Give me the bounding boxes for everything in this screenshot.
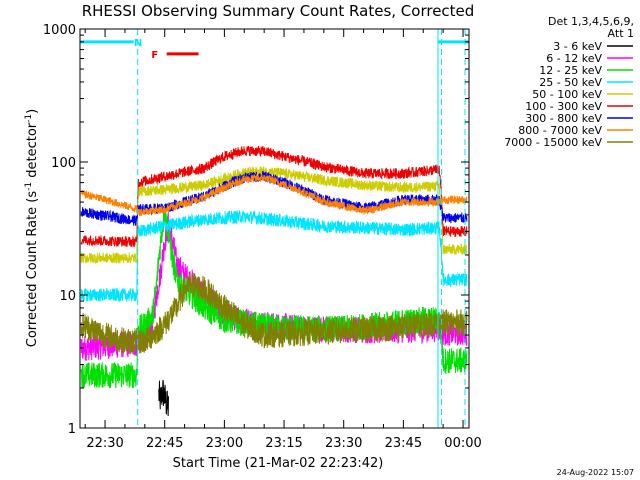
plot-frame xyxy=(79,28,470,429)
y-tick-label-1: 10 xyxy=(59,289,76,304)
y-axis-label-main: Corrected Count Rate (s xyxy=(25,191,40,348)
y-tick-label-0: 1 xyxy=(68,422,76,437)
y-tick-label-2: 100 xyxy=(51,156,76,171)
plot-area: NF xyxy=(80,29,469,428)
series-line-7000-15000-kev xyxy=(80,273,468,354)
y-axis-label-sup2: -1 xyxy=(24,114,34,123)
series-line-300-800-kev xyxy=(80,170,468,226)
x-tick-label-5: 23:45 xyxy=(385,436,422,451)
series-800-7000-kev xyxy=(80,173,468,216)
series-100-300-kev xyxy=(80,145,468,248)
x-tick-label-3: 23:15 xyxy=(265,436,302,451)
legend-label-7000-15000-kev: 7000 - 15000 keV xyxy=(504,136,602,149)
x-tick-label-0: 22:30 xyxy=(86,436,123,451)
chart-title: RHESSI Observing Summary Count Rates, Co… xyxy=(82,2,475,20)
marker-f: F xyxy=(151,50,199,61)
y-tick-label-3: 1000 xyxy=(43,23,76,38)
series-50-100-kev xyxy=(80,166,468,264)
x-tick-label-6: 00:00 xyxy=(444,436,481,451)
y-axis-label-mid: detector xyxy=(25,122,40,182)
series-7000-15000-kev xyxy=(80,273,468,354)
legend-label-50-100-kev: 50 - 100 keV xyxy=(532,88,602,101)
series-line-800-7000-kev xyxy=(80,173,468,216)
date-stamp: 24-Aug-2022 15:07 xyxy=(557,468,634,477)
series-line-25-50-kev xyxy=(80,210,468,303)
x-tick-label-4: 23:30 xyxy=(325,436,362,451)
legend-label-25-50-kev: 25 - 50 keV xyxy=(539,76,602,89)
axes: 1 10 100 1000 22:30 22:45 23:00 23:15 23:30 23:45… xyxy=(43,23,482,451)
series-line-50-100-kev xyxy=(80,166,468,264)
series-25-50-kev xyxy=(80,210,468,303)
series-line-100-300-kev xyxy=(80,145,468,248)
legend-header-detectors: Det 1,3,4,5,6,9, xyxy=(548,15,634,28)
marker-label-n: N xyxy=(134,38,142,49)
x-tick-label-1: 22:45 xyxy=(146,436,183,451)
legend-label-12-25-kev: 12 - 25 keV xyxy=(539,64,602,77)
series-3-6-kev xyxy=(158,380,169,417)
series-300-800-kev xyxy=(80,170,468,226)
legend-label-6-12-kev: 6 - 12 keV xyxy=(546,52,602,65)
legend-label-3-6-kev: 3 - 6 keV xyxy=(553,40,602,53)
legend-header-attenuator: Att 1 xyxy=(608,27,634,40)
legend-label-800-7000-kev: 800 - 7000 keV xyxy=(518,124,602,137)
legend-label-100-300-kev: 100 - 300 keV xyxy=(525,100,602,113)
y-axis-label-end: ) xyxy=(25,109,40,114)
y-axis-label: Corrected Count Rate (s-1 detector-1) xyxy=(24,109,40,347)
series-line-3-6-kev xyxy=(158,380,169,417)
x-axis-label: Start Time (21-Mar-02 22:23:42) xyxy=(173,456,384,471)
marker-label-f: F xyxy=(151,50,158,61)
x-tick-label-2: 23:00 xyxy=(206,436,243,451)
legend-label-300-800-kev: 300 - 800 keV xyxy=(525,112,602,125)
marker-n: N xyxy=(80,38,469,49)
y-axis-label-sup1: -1 xyxy=(24,182,34,191)
